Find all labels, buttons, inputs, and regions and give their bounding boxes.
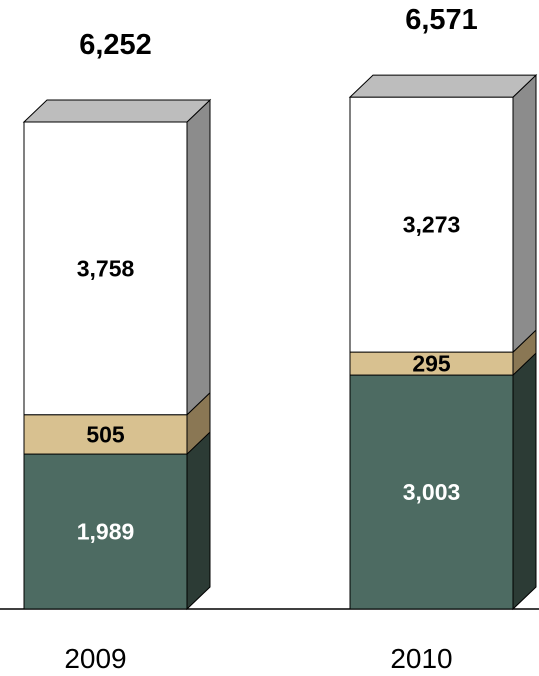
data-label-2009-2: 3,758 [77,255,135,281]
data-label-2009-1: 505 [86,421,125,447]
data-label-2010-2: 3,273 [403,212,461,238]
bar-side-2010-0 [512,351,537,611]
bar-segment-2009-1 [23,414,188,455]
bar-top-2010 [348,74,538,98]
total-label-2009: 6,252 [79,29,152,61]
total-label-2010: 6,571 [405,4,478,36]
bar-segment-2010-0 [349,374,514,610]
bar-side-2010-2 [512,73,537,354]
bar-top-2009 [22,99,212,123]
labels-group: 1,989 505 3,758 6,252 2009 3,003 295 3,273 6,571… [64,4,477,674]
data-label-2010-1: 295 [412,351,451,377]
bars-group [22,73,538,611]
bar-side-2009-2 [186,98,211,416]
bar-segment-2009-2 [23,121,188,416]
bar-side-2009-0 [186,430,211,611]
x-tick-label-2009: 2009 [64,643,126,674]
data-label-2010-0: 3,003 [403,479,461,505]
bar-segment-2010-2 [349,96,514,353]
bar-segment-2009-0 [23,453,188,610]
x-tick-label-2010: 2010 [390,643,452,674]
data-label-2009-0: 1,989 [77,519,135,545]
